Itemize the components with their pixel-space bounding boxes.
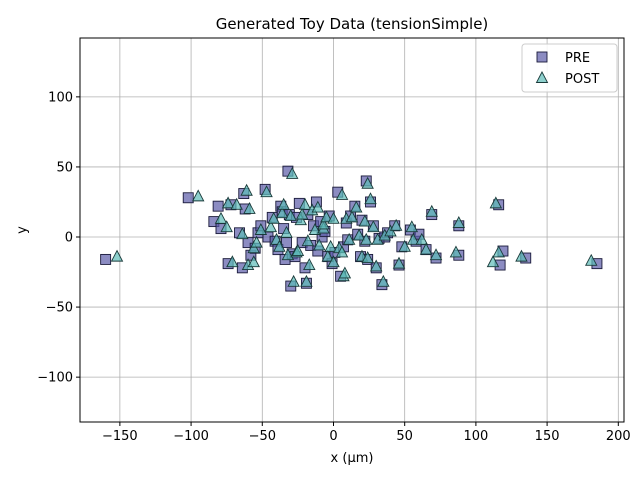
post-point-marker [284,209,298,221]
post-point-marker [377,274,390,287]
x-tick-label: −50 [249,429,276,444]
x-tick-label: −100 [173,429,209,444]
post-point-marker [311,200,325,213]
post-point-marker [358,214,372,227]
post-point-marker [452,216,466,228]
post-point-marker [415,232,429,245]
post-point-marker [364,192,377,205]
post-point-marker [425,204,438,217]
post-point-marker [285,166,299,179]
pre-point-marker [100,253,112,265]
data-points [100,165,603,292]
post-point-marker [250,235,263,248]
post-point-marker [277,197,290,210]
post-point-marker [220,220,233,233]
post-point-marker [295,207,309,220]
post-point-marker [273,239,286,252]
post-point-marker [110,249,124,262]
x-tick-label: 150 [535,429,560,444]
post-point-marker [226,255,239,268]
post-point-marker [585,253,598,266]
post-point-marker [214,211,228,224]
plot-area-frame [79,37,625,423]
post-point-marker [327,255,340,268]
post-point-marker [264,220,278,233]
post-point-marker [280,225,293,238]
post-point-marker [392,256,406,269]
post-point-marker [300,274,313,287]
post-point-marker [317,217,330,230]
y-tick-label: 0 [65,231,73,246]
pre-point-marker [281,237,292,249]
legend-pre-marker [536,51,548,63]
x-tick-label: 50 [396,429,413,444]
post-point-marker [320,210,333,223]
y-axis-title: y [15,226,30,234]
post-point-marker [313,238,326,251]
post-point-marker [515,249,528,262]
post-point-marker [350,200,363,213]
axis-ticks: −150 −100 −50 0 50 100 150 200 −100 −50 0 50 100 [37,90,630,444]
post-point-marker [486,255,500,268]
post-point-marker [191,189,205,202]
post-point-marker [243,202,256,214]
post-point-marker [367,220,380,233]
legend-pre-label: PRE [565,51,590,66]
post-point-marker [492,245,505,258]
post-point-marker [275,206,289,219]
post-point-marker [419,242,433,255]
post-point-marker [429,248,443,261]
post-point-marker [342,232,356,245]
x-tick-label: 100 [463,429,488,444]
post-point-marker [398,239,411,252]
post-point-marker [301,234,315,247]
post-point-marker [287,274,300,287]
post-point-marker [240,183,253,196]
post-point-marker [335,187,349,200]
post-point-marker [369,259,383,272]
post-point-marker [291,244,305,256]
y-tick-label: 100 [48,90,73,105]
post-point-marker [324,239,337,252]
post-point-marker [361,176,374,189]
post-point-marker [247,255,260,268]
y-tick-label: 50 [56,160,73,175]
legend: PRE POST [521,43,618,93]
post-point-marker [236,227,249,240]
y-tick-label: −100 [37,371,73,386]
post-point-marker [321,249,335,262]
pre-point-marker [182,192,194,204]
x-axis-title: x (μm) [331,451,374,466]
chart-title: Generated Toy Data (tensionSimple) [216,15,489,33]
legend-post-marker [535,71,549,83]
post-point-marker [327,211,340,224]
post-point-marker [352,228,366,241]
x-tick-label: 0 [329,429,337,444]
post-point-marker [406,232,420,245]
post-point-marker [254,223,268,235]
post-point-marker [303,258,316,270]
post-point-marker [359,232,373,245]
post-point-marker [345,210,359,223]
post-point-marker [230,197,243,210]
post-point-marker [361,251,374,263]
pre-point-marker [212,200,224,212]
post-point-marker [389,218,403,231]
post-point-marker [489,196,503,209]
legend-post-label: POST [565,72,599,87]
post-point-marker [221,196,235,209]
post-point-marker [260,185,273,198]
y-tick-label: −50 [46,301,73,316]
x-tick-label: −150 [102,429,138,444]
post-point-marker [338,266,352,279]
post-point-marker [449,245,463,258]
post-point-marker [335,245,349,258]
x-tick-label: 200 [606,429,631,444]
post-point-marker [298,197,312,210]
post-point-marker [405,220,419,233]
